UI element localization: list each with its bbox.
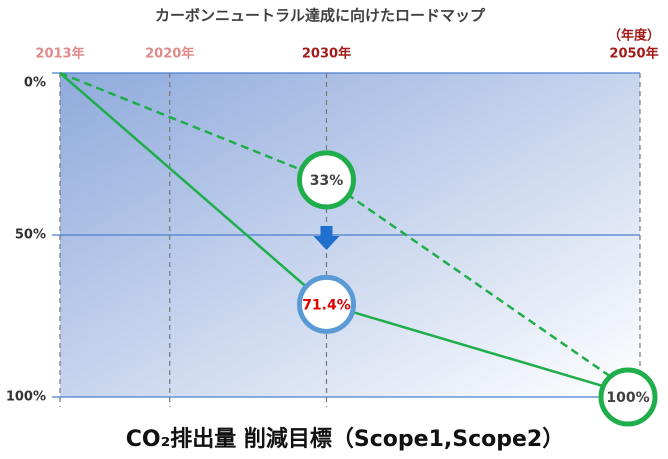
chart-title: カーボンニュートラル達成に向けたロードマップ bbox=[155, 7, 486, 25]
marker bbox=[296, 150, 356, 210]
x-tick-label: 2020年 bbox=[145, 46, 194, 62]
x-axis-unit: （年度） bbox=[608, 28, 660, 44]
y-tick-label: 0% bbox=[24, 76, 46, 91]
x-tick-label: 2050年 bbox=[609, 46, 658, 62]
marker bbox=[296, 274, 356, 334]
caption: CO₂排出量 削減目標（Scope1,Scope2） bbox=[126, 427, 564, 452]
arrow bbox=[313, 226, 340, 250]
marker bbox=[598, 367, 658, 427]
y-tick-label: 50% bbox=[15, 228, 46, 243]
value-label: 71.4% bbox=[302, 297, 351, 313]
x-tick-label: 2030年 bbox=[302, 46, 351, 62]
value-label: 33% bbox=[310, 173, 344, 189]
value-label: 100% bbox=[606, 390, 649, 406]
y-tick-label: 100% bbox=[6, 390, 46, 405]
x-tick-label: 2013年 bbox=[35, 46, 84, 62]
